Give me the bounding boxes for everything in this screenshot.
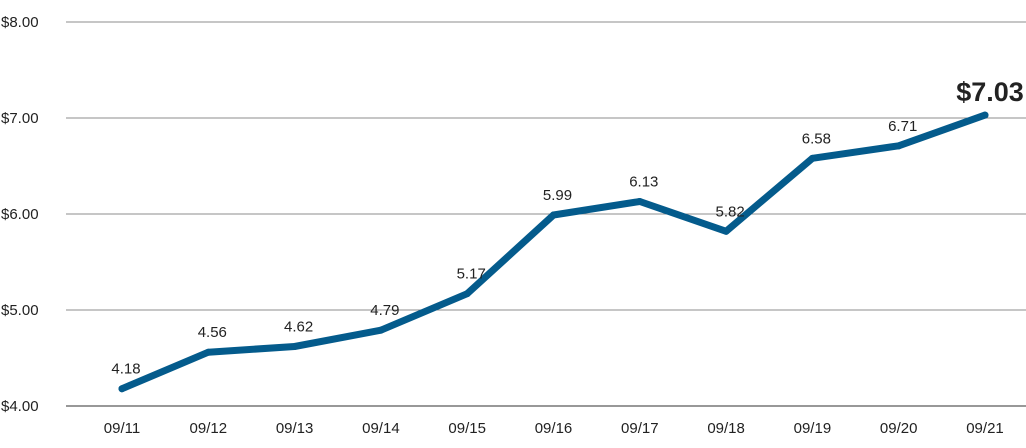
y-tick-label: $5.00 — [1, 302, 39, 319]
x-tick-label: 09/12 — [190, 420, 228, 437]
x-axis: 09/11 09/12 09/13 09/14 09/15 09/16 09/17 09/18… — [104, 420, 1004, 437]
x-tick-label: 09/19 — [794, 420, 832, 437]
series-line — [118, 111, 989, 393]
y-tick-label: $7.00 — [1, 110, 39, 127]
data-point — [981, 111, 989, 119]
data-label: 6.13 — [629, 174, 658, 191]
data-point — [463, 290, 471, 298]
data-point — [118, 385, 126, 393]
data-point — [550, 211, 557, 219]
x-tick-label: 09/15 — [448, 420, 486, 437]
data-label-latest: $7.03 — [956, 77, 1024, 107]
data-label: 4.18 — [111, 361, 140, 378]
data-label: 6.58 — [802, 130, 831, 147]
y-axis: $4.00 $5.00 $6.00 $7.00 $8.00 — [1, 14, 39, 415]
y-tick-label: $6.00 — [1, 206, 39, 223]
data-label: 4.56 — [198, 324, 227, 341]
data-label: 5.82 — [715, 203, 744, 220]
data-label: 4.79 — [370, 302, 399, 319]
x-tick-label: 09/18 — [707, 420, 745, 437]
data-point — [291, 342, 299, 350]
x-tick-label: 09/17 — [621, 420, 659, 437]
x-tick-label: 09/11 — [104, 420, 140, 437]
y-tick-label: $8.00 — [1, 14, 39, 31]
y-tick-label: $4.00 — [1, 398, 39, 415]
data-label: 5.99 — [543, 187, 572, 204]
x-tick-label: 09/20 — [880, 420, 918, 437]
data-point — [204, 348, 212, 356]
price-series — [118, 111, 989, 393]
x-tick-label: 09/21 — [966, 420, 1004, 437]
data-point — [636, 198, 644, 206]
data-point — [895, 142, 903, 150]
data-point — [808, 154, 816, 162]
data-label: 4.62 — [284, 318, 313, 335]
x-tick-label: 09/16 — [535, 420, 573, 437]
data-label: 5.17 — [457, 266, 486, 283]
x-tick-label: 09/13 — [276, 420, 314, 437]
x-tick-label: 09/14 — [362, 420, 400, 437]
data-label: 6.71 — [888, 118, 917, 135]
data-point — [722, 227, 730, 235]
gridlines — [66, 21, 1026, 407]
data-point — [377, 326, 385, 334]
data-labels: 4.18 4.56 4.62 4.79 5.17 5.99 6.13 5.82 6.58 6.71… — [111, 77, 1023, 378]
